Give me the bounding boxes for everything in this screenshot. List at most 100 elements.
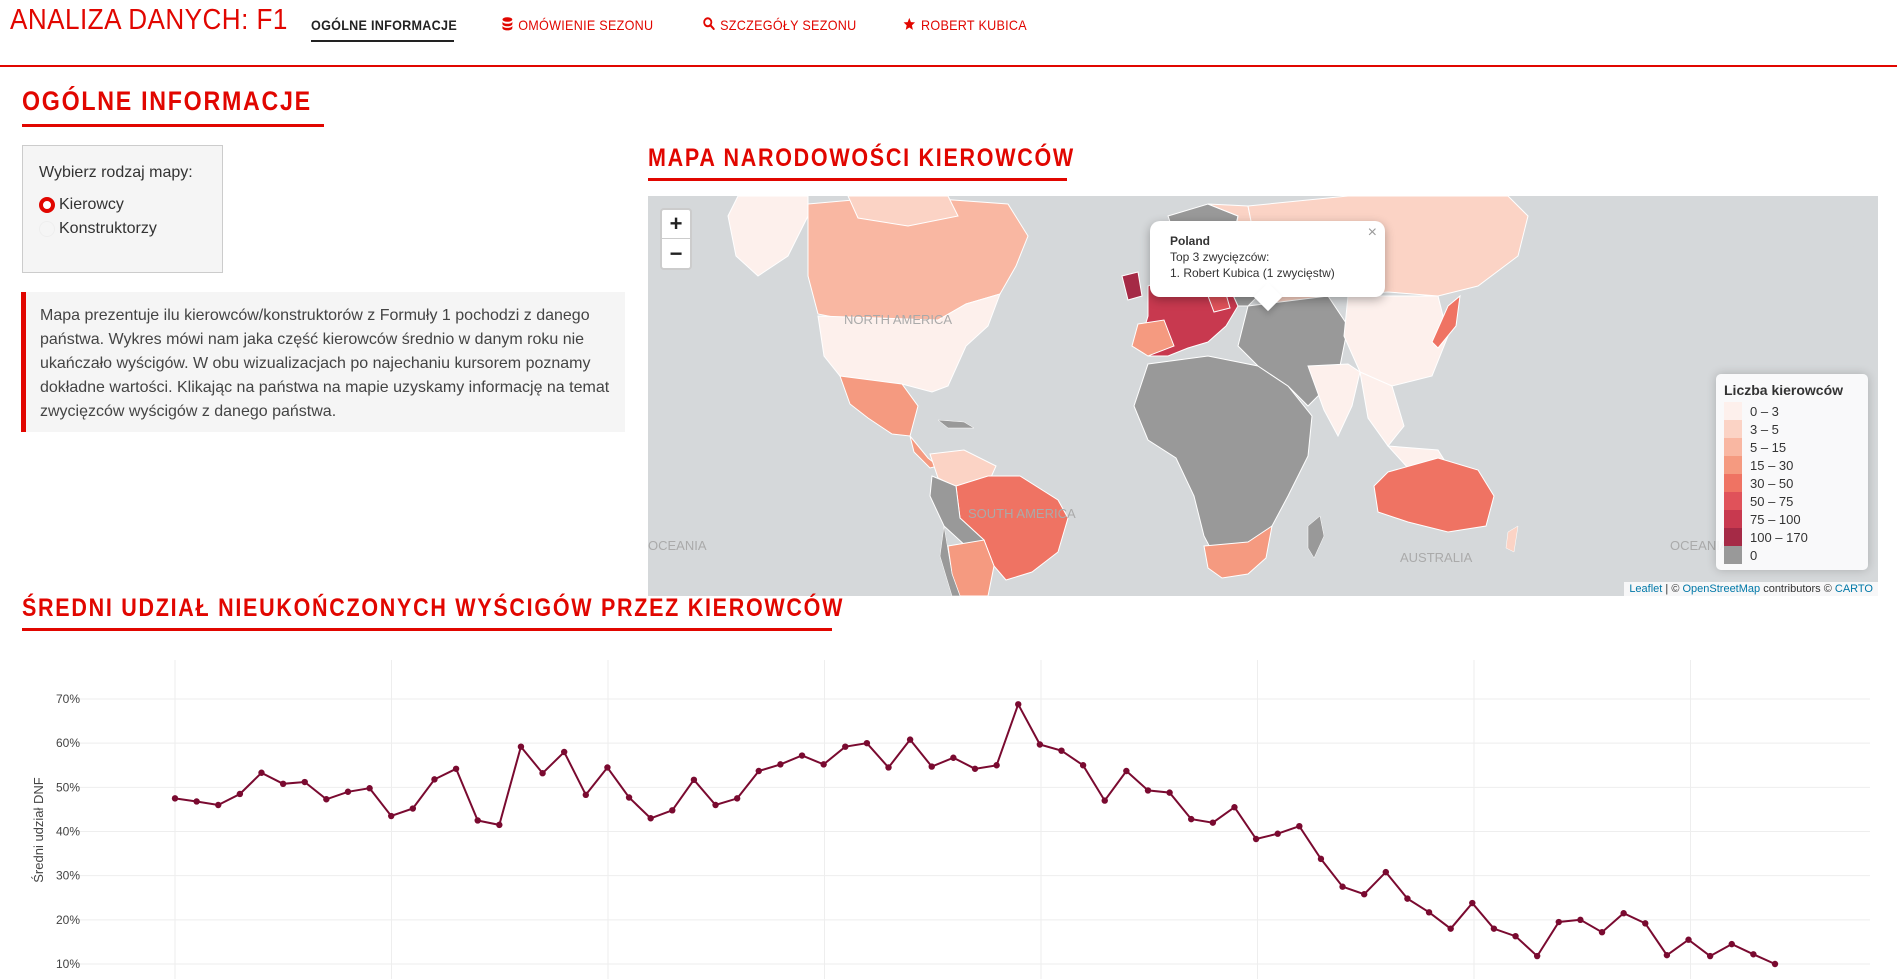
data-point[interactable] <box>1490 925 1498 932</box>
data-point[interactable] <box>625 794 633 801</box>
data-point[interactable] <box>1512 932 1519 940</box>
data-point[interactable] <box>409 805 417 812</box>
new-zealand[interactable] <box>1505 525 1519 553</box>
leaflet-link[interactable]: Leaflet <box>1629 583 1663 595</box>
uk[interactable] <box>1121 271 1143 301</box>
data-point[interactable] <box>279 780 287 787</box>
data-point[interactable] <box>712 801 719 809</box>
zoom-in-button[interactable]: + <box>662 210 690 239</box>
zoom-out-button[interactable]: − <box>669 240 683 266</box>
madagascar[interactable] <box>1307 515 1325 559</box>
popup-close-icon[interactable]: × <box>1367 224 1377 241</box>
data-point[interactable] <box>842 743 849 750</box>
data-point[interactable] <box>1144 787 1152 794</box>
data-point[interactable] <box>474 817 481 824</box>
data-point[interactable] <box>1252 835 1260 843</box>
data-point[interactable] <box>388 812 395 820</box>
australia[interactable] <box>1373 457 1495 533</box>
caribbean[interactable] <box>937 419 975 429</box>
data-point[interactable] <box>1123 767 1130 775</box>
mexico[interactable] <box>839 375 919 437</box>
data-point[interactable] <box>517 743 525 750</box>
data-point[interactable] <box>323 796 330 803</box>
iberia[interactable] <box>1131 319 1175 357</box>
data-point[interactable] <box>1533 952 1541 960</box>
data-point[interactable] <box>366 785 373 792</box>
data-point[interactable] <box>1360 891 1368 898</box>
radio-checked-icon[interactable] <box>39 197 55 213</box>
data-point[interactable] <box>1750 951 1757 958</box>
data-point[interactable] <box>1469 899 1476 907</box>
southeast-asia[interactable] <box>1359 371 1405 447</box>
data-point[interactable] <box>582 791 590 799</box>
data-point[interactable] <box>344 788 352 795</box>
data-point[interactable] <box>1771 960 1779 968</box>
data-point[interactable] <box>647 815 654 822</box>
data-point[interactable] <box>1598 929 1606 936</box>
data-point[interactable] <box>820 761 827 768</box>
data-point[interactable] <box>1706 952 1714 960</box>
data-point[interactable] <box>777 761 784 768</box>
data-point[interactable] <box>1188 815 1195 823</box>
greenland[interactable] <box>727 196 809 277</box>
radio-unchecked-icon[interactable] <box>39 221 55 237</box>
osm-link[interactable]: OpenStreetMap <box>1682 583 1761 595</box>
data-point[interactable] <box>193 798 200 805</box>
tab-ogolne-informacje[interactable]: OGÓLNE INFORMACJE <box>311 10 457 40</box>
data-point[interactable] <box>452 765 460 772</box>
india[interactable] <box>1307 363 1361 438</box>
data-point[interactable] <box>1642 920 1649 927</box>
data-point[interactable] <box>885 764 892 771</box>
carto-link[interactable]: CARTO <box>1834 583 1873 595</box>
data-point[interactable] <box>1036 741 1044 748</box>
tab-robert-kubica[interactable]: ROBERT KUBICA <box>903 10 1027 40</box>
data-point[interactable] <box>1209 819 1217 826</box>
data-point[interactable] <box>171 795 179 802</box>
data-point[interactable] <box>539 770 546 777</box>
data-point[interactable] <box>1101 797 1108 804</box>
data-point[interactable] <box>1058 747 1065 754</box>
data-point[interactable] <box>669 807 676 814</box>
data-point[interactable] <box>496 821 503 829</box>
japan[interactable] <box>1431 294 1461 349</box>
data-point[interactable] <box>1425 909 1433 916</box>
data-point[interactable] <box>755 767 762 775</box>
data-point[interactable] <box>560 748 568 756</box>
data-point[interactable] <box>733 795 741 802</box>
radio-konstruktorzy[interactable]: Konstruktorzy <box>39 220 157 238</box>
data-point[interactable] <box>1404 895 1411 902</box>
data-point[interactable] <box>971 765 979 772</box>
south-africa[interactable] <box>1203 524 1273 579</box>
choropleth-map[interactable]: NORTH AMERICA SOUTH AMERICA AUSTRALIA OC… <box>648 196 1878 596</box>
data-point[interactable] <box>301 778 308 786</box>
data-point[interactable] <box>1663 951 1671 959</box>
data-point[interactable] <box>236 790 244 798</box>
data-point[interactable] <box>950 754 957 761</box>
data-point[interactable] <box>604 764 611 771</box>
data-point[interactable] <box>1555 918 1562 926</box>
data-point[interactable] <box>1685 936 1692 943</box>
data-point[interactable] <box>431 776 438 783</box>
data-point[interactable] <box>1231 804 1238 811</box>
chile[interactable] <box>939 525 961 596</box>
app-brand[interactable]: ANALIZA DANYCH: F1 <box>10 4 288 36</box>
data-point[interactable] <box>215 801 222 809</box>
data-point[interactable] <box>1166 789 1173 796</box>
data-point[interactable] <box>906 736 914 743</box>
data-point[interactable] <box>1317 855 1325 863</box>
data-point[interactable] <box>1015 701 1022 708</box>
data-point[interactable] <box>1577 916 1584 924</box>
data-point[interactable] <box>798 752 806 759</box>
arctic-islands[interactable] <box>847 196 959 227</box>
tab-omowienie-sezonu[interactable]: OMÓWIENIE SEZONU <box>502 10 653 40</box>
data-point[interactable] <box>863 739 871 747</box>
data-point[interactable] <box>1079 762 1087 769</box>
data-point[interactable] <box>258 769 265 776</box>
data-point[interactable] <box>690 776 698 784</box>
china[interactable] <box>1343 295 1449 387</box>
data-point[interactable] <box>1382 868 1390 876</box>
data-point[interactable] <box>1339 883 1346 890</box>
data-point[interactable] <box>993 762 1000 769</box>
data-point[interactable] <box>1620 910 1627 917</box>
data-point[interactable] <box>928 763 935 770</box>
